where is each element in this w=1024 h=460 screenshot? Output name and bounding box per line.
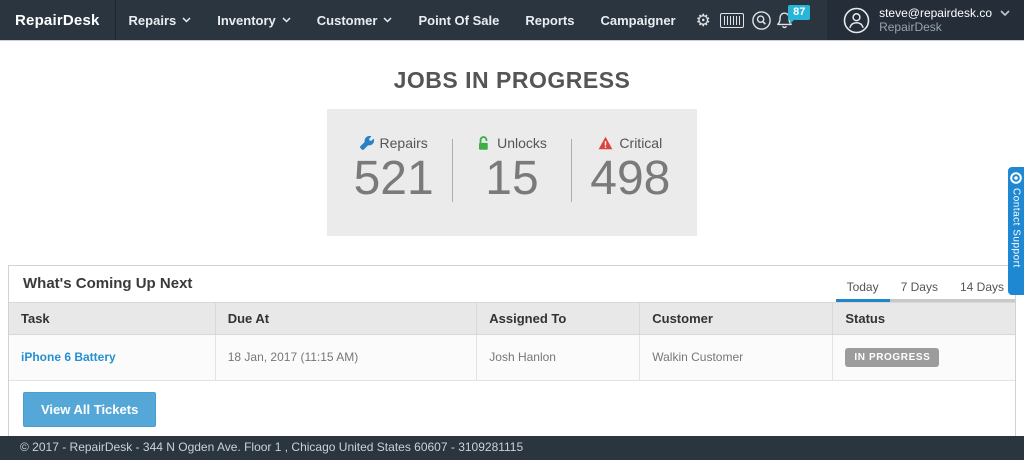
chevron-down-icon (1000, 9, 1010, 17)
nav-item-label: Campaigner (600, 12, 676, 28)
panel-title: What's Coming Up Next (23, 275, 193, 293)
contact-support-label: Contact Support (1010, 188, 1022, 268)
tab-7-days[interactable]: 7 Days (900, 279, 938, 294)
nav-item-label: Customer (316, 12, 378, 28)
nav-item-label: Reports (525, 12, 575, 28)
user-email: steve@repairdesk.co (879, 6, 992, 20)
user-company: RepairDesk (879, 20, 942, 34)
ticket-due-at: 18 Jan, 2017 (11:15 AM) (214, 333, 478, 381)
support-ring-icon (1010, 172, 1022, 184)
nav-item-label: Point Of Sale (418, 12, 500, 28)
gear-icon: ⚙ (695, 10, 711, 30)
nav-item-inventory[interactable]: Inventory (204, 0, 304, 40)
wrench-icon (359, 136, 374, 150)
user-menu[interactable]: steve@repairdesk.co RepairDesk (827, 0, 1024, 40)
stat-label: Unlocks (497, 135, 547, 151)
top-navbar: RepairDesk Repairs Inventory Customer Po… (0, 0, 1024, 40)
chevron-down-icon (383, 17, 392, 23)
jobs-stats-box: Repairs 521 Unlocks 15 (327, 109, 697, 236)
stat-label: Repairs (379, 135, 428, 151)
nav-item-campaigner[interactable]: Campaigner (587, 0, 688, 40)
column-header-due-at: Due At (214, 301, 478, 335)
view-all-tickets-button[interactable]: View All Tickets (23, 391, 157, 427)
barcode-button[interactable] (718, 0, 747, 40)
brand-logo[interactable]: RepairDesk (0, 0, 116, 40)
stat-unlocks: Unlocks 15 (453, 135, 570, 206)
page-title: JOBS IN PROGRESS (393, 67, 631, 93)
tab-today[interactable]: Today (835, 274, 890, 302)
nav-item-customer[interactable]: Customer (304, 0, 406, 40)
ticket-customer: Walkin Customer (639, 333, 834, 381)
stat-divider (570, 139, 572, 202)
chevron-down-icon (282, 17, 291, 23)
nav-item-reports[interactable]: Reports (512, 0, 587, 40)
settings-button[interactable]: ⚙ (689, 0, 718, 40)
stat-divider (452, 139, 454, 202)
stat-value: 498 (590, 152, 671, 205)
stat-value: 15 (485, 152, 539, 205)
ticket-assigned-to: Josh Hanlon (476, 333, 641, 381)
warning-icon (598, 136, 613, 150)
tickets-table: Task Due At Assigned To Customer Status … (9, 301, 1015, 381)
ticket-task-link[interactable]: iPhone 6 Battery (21, 350, 116, 365)
column-header-customer: Customer (639, 301, 834, 335)
search-button[interactable] (747, 0, 776, 40)
stat-critical: Critical 498 (572, 135, 689, 206)
column-header-task: Task (9, 301, 216, 335)
panel-footer: View All Tickets (9, 381, 1015, 440)
stat-label: Critical (619, 135, 663, 151)
status-badge: IN PROGRESS (845, 347, 940, 367)
column-header-status: Status (832, 301, 1015, 335)
unlock-icon (477, 135, 491, 151)
search-icon (752, 10, 771, 30)
stat-repairs: Repairs 521 (335, 135, 452, 206)
nav-item-label: Repairs (128, 12, 177, 28)
chevron-down-icon (182, 17, 191, 23)
date-range-tabs: Today 7 Days 14 Days (835, 274, 1015, 302)
avatar-icon (843, 7, 870, 34)
nav-item-repairs[interactable]: Repairs (116, 0, 205, 40)
footer-text: © 2017 - RepairDesk - 344 N Ogden Ave. F… (20, 440, 524, 454)
table-row: iPhone 6 Battery 18 Jan, 2017 (11:15 AM)… (9, 333, 1015, 381)
user-info: steve@repairdesk.co RepairDesk (879, 6, 1010, 34)
notifications-button[interactable]: 87 (776, 4, 811, 30)
column-header-assigned-to: Assigned To (476, 301, 641, 335)
table-header-row: Task Due At Assigned To Customer Status (9, 301, 1015, 335)
nav-item-label: Inventory (217, 12, 276, 28)
notification-count-badge: 87 (788, 4, 811, 24)
panel-header: What's Coming Up Next Today 7 Days 14 Da… (9, 266, 1015, 302)
contact-support-tab[interactable]: Contact Support (1008, 167, 1024, 295)
coming-up-next-panel: What's Coming Up Next Today 7 Days 14 Da… (8, 264, 1016, 441)
footer: © 2017 - RepairDesk - 344 N Ogden Ave. F… (0, 436, 1024, 460)
barcode-icon (720, 12, 745, 28)
stat-value: 521 (353, 152, 434, 205)
tab-14-days[interactable]: 14 Days (959, 279, 1004, 294)
nav-item-point-of-sale[interactable]: Point Of Sale (405, 0, 512, 40)
